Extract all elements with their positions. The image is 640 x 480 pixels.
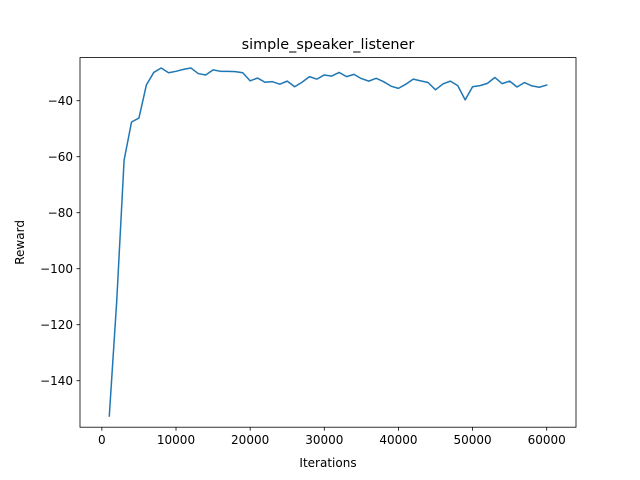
x-tick-label: 10000 [157, 433, 195, 447]
y-tick-label: −60 [48, 150, 73, 164]
y-tick-label: −100 [40, 262, 73, 276]
chart-title: simple_speaker_listener [242, 37, 415, 53]
x-tick-label: 20000 [231, 433, 269, 447]
series-line [108, 67, 548, 417]
x-axis-label: Iterations [299, 456, 356, 470]
x-tick-label: 40000 [379, 433, 417, 447]
x-tick-label: 0 [98, 433, 106, 447]
x-tick-label: 50000 [453, 433, 491, 447]
x-tick-label: 60000 [528, 433, 566, 447]
y-axis-label: Reward [13, 220, 27, 265]
y-tick-label: −40 [48, 94, 73, 108]
plot-frame [79, 57, 577, 428]
x-tick-label: 30000 [305, 433, 343, 447]
ticks-group: 0 10000 20000 30000 40000 50000 60000 −140 −120 −… [40, 94, 566, 447]
plot-area [80, 57, 576, 428]
y-tick-label: −140 [40, 374, 73, 388]
y-tick-label: −80 [48, 206, 73, 220]
y-tick-label: −120 [40, 318, 73, 332]
